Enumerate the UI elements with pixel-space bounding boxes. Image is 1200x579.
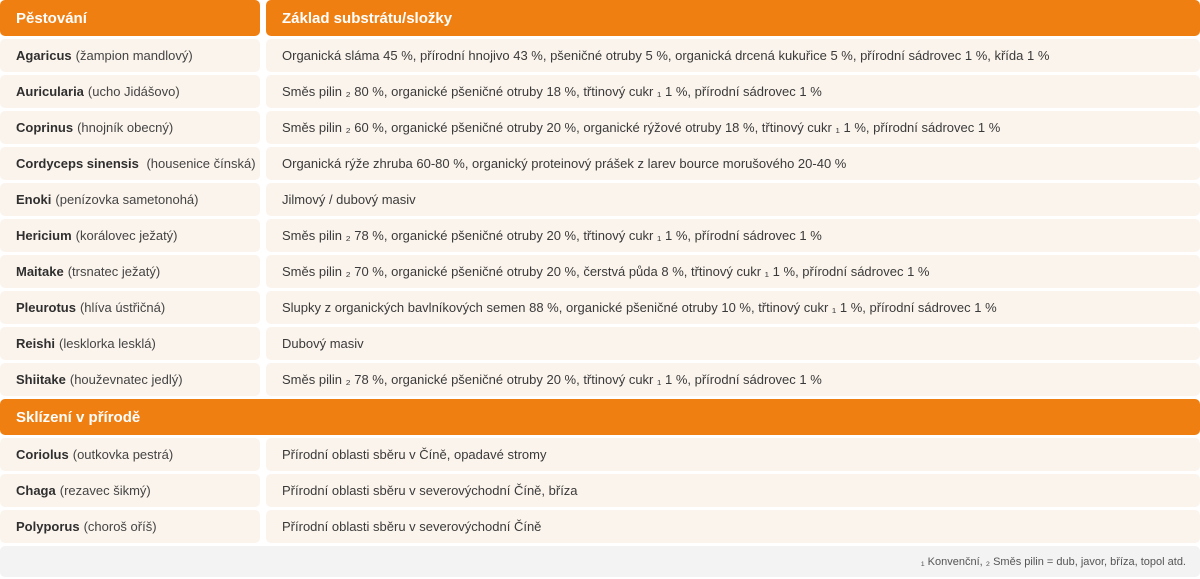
mushroom-latin-name: Agaricus xyxy=(16,48,72,63)
table-row: Coriolus (outkovka pestrá) Přírodní oblast… xyxy=(0,438,1200,471)
mushroom-common-name: (housenice čínská) xyxy=(142,156,256,171)
mushroom-latin-name: Pleurotus xyxy=(16,300,76,315)
mushroom-name-cell: Agaricus (žampion mandlový) xyxy=(0,39,260,72)
mushroom-common-name: (outkovka pestrá) xyxy=(72,447,174,462)
table-row: Shiitake (houževnatec jedlý) Směs pilin ₂ … xyxy=(0,363,1200,396)
mushroom-name-cell: Enoki (penízovka sametonohá) xyxy=(0,183,260,216)
mushroom-name-cell: Polyporus (choroš oříš) xyxy=(0,510,260,543)
substrate-cell: Jilmový / dubový masiv xyxy=(266,183,1200,216)
table-row: Hericium (korálovec ježatý) Směs pilin ₂ 7… xyxy=(0,219,1200,252)
substrate-cell: Směs pilin ₂ 70 %, organické pšeničné ot… xyxy=(266,255,1200,288)
mushroom-latin-name: Shiitake xyxy=(16,372,66,387)
mushroom-latin-name: Enoki xyxy=(16,192,52,207)
footnote: ₁ Konvenční, ₂ Směs pilin = dub, javor, … xyxy=(0,546,1200,577)
mushroom-common-name: (hnojník obecný) xyxy=(77,120,174,135)
mushroom-latin-name: Coprinus xyxy=(16,120,74,135)
header-substrate: Základ substrátu/složky xyxy=(266,0,1200,36)
mushroom-latin-name: Polyporus xyxy=(16,519,80,534)
mushroom-latin-name: Coriolus xyxy=(16,447,69,462)
mushroom-common-name: (korálovec ježatý) xyxy=(75,228,178,243)
mushroom-latin-name: Hericium xyxy=(16,228,72,243)
substrate-cell: Přírodní oblasti sběru v Číně, opadavé s… xyxy=(266,438,1200,471)
mushroom-name-cell: Chaga (rezavec šikmý) xyxy=(0,474,260,507)
cultivation-rows: Agaricus (žampion mandlový) Organická slám… xyxy=(0,39,1200,396)
mushroom-name-cell: Coprinus (hnojník obecný) xyxy=(0,111,260,144)
wild-section-title: Sklízení v přírodě xyxy=(0,399,1200,435)
mushroom-latin-name: Cordyceps sinensis xyxy=(16,156,139,171)
mushroom-name-cell: Maitake (trsnatec ježatý) xyxy=(0,255,260,288)
table-row: Cordyceps sinensis (housenice čínská) Org… xyxy=(0,147,1200,180)
table-row: Enoki (penízovka sametonohá) Jilmový / dub… xyxy=(0,183,1200,216)
substrate-cell: Dubový masiv xyxy=(266,327,1200,360)
mushroom-common-name: (lesklorka lesklá) xyxy=(59,336,156,351)
mushroom-name-cell: Auricularia (ucho Jidášovo) xyxy=(0,75,260,108)
mushroom-name-cell: Hericium (korálovec ježatý) xyxy=(0,219,260,252)
mushroom-name-cell: Pleurotus (hlíva ústřičná) xyxy=(0,291,260,324)
mushroom-common-name: (penízovka sametonohá) xyxy=(55,192,199,207)
substrate-cell: Slupky z organických bavlníkových semen … xyxy=(266,291,1200,324)
table-row: Polyporus (choroš oříš) Přírodní oblasti s… xyxy=(0,510,1200,543)
table-row: Chaga (rezavec šikmý) Přírodní oblasti sbě… xyxy=(0,474,1200,507)
substrate-cell: Přírodní oblasti sběru v severovýchodní … xyxy=(266,474,1200,507)
mushroom-latin-name: Auricularia xyxy=(16,84,84,99)
substrate-cell: Směs pilin ₂ 60 %, organické pšeničné ot… xyxy=(266,111,1200,144)
substrate-cell: Směs pilin ₂ 78 %, organické pšeničné ot… xyxy=(266,219,1200,252)
substrate-cell: Směs pilin ₂ 80 %, organické pšeničné ot… xyxy=(266,75,1200,108)
mushroom-name-cell: Shiitake (houževnatec jedlý) xyxy=(0,363,260,396)
mushroom-name-cell: Cordyceps sinensis (housenice čínská) xyxy=(0,147,260,180)
substrate-cell: Přírodní oblasti sběru v severovýchodní … xyxy=(266,510,1200,543)
table-row: Maitake (trsnatec ježatý) Směs pilin ₂ 70 … xyxy=(0,255,1200,288)
substrate-cell: Organická sláma 45 %, přírodní hnojivo 4… xyxy=(266,39,1200,72)
substrate-cell: Směs pilin ₂ 78 %, organické pšeničné ot… xyxy=(266,363,1200,396)
table-row: Pleurotus (hlíva ústřičná) Slupky z organi… xyxy=(0,291,1200,324)
mushroom-common-name: (ucho Jidášovo) xyxy=(87,84,180,99)
mushroom-name-cell: Coriolus (outkovka pestrá) xyxy=(0,438,260,471)
mushroom-common-name: (choroš oříš) xyxy=(83,519,157,534)
header-cultivation: Pěstování xyxy=(0,0,260,36)
table-header: Pěstování Základ substrátu/složky xyxy=(0,0,1200,36)
mushroom-common-name: (houževnatec jedlý) xyxy=(69,372,183,387)
table-row: Auricularia (ucho Jidášovo) Směs pilin ₂ 8… xyxy=(0,75,1200,108)
mushroom-latin-name: Reishi xyxy=(16,336,56,351)
mushroom-common-name: (trsnatec ježatý) xyxy=(67,264,161,279)
table-row: Agaricus (žampion mandlový) Organická slám… xyxy=(0,39,1200,72)
mushroom-latin-name: Chaga xyxy=(16,483,56,498)
substrate-cell: Organická rýže zhruba 60-80 %, organický… xyxy=(266,147,1200,180)
table-row: Coprinus (hnojník obecný) Směs pilin ₂ 60 … xyxy=(0,111,1200,144)
mushroom-common-name: (rezavec šikmý) xyxy=(59,483,151,498)
wild-rows: Coriolus (outkovka pestrá) Přírodní oblast… xyxy=(0,438,1200,543)
table-row: Reishi (lesklorka lesklá) Dubový masiv xyxy=(0,327,1200,360)
mushroom-latin-name: Maitake xyxy=(16,264,64,279)
mushroom-name-cell: Reishi (lesklorka lesklá) xyxy=(0,327,260,360)
mushroom-common-name: (žampion mandlový) xyxy=(75,48,193,63)
mushroom-common-name: (hlíva ústřičná) xyxy=(79,300,166,315)
